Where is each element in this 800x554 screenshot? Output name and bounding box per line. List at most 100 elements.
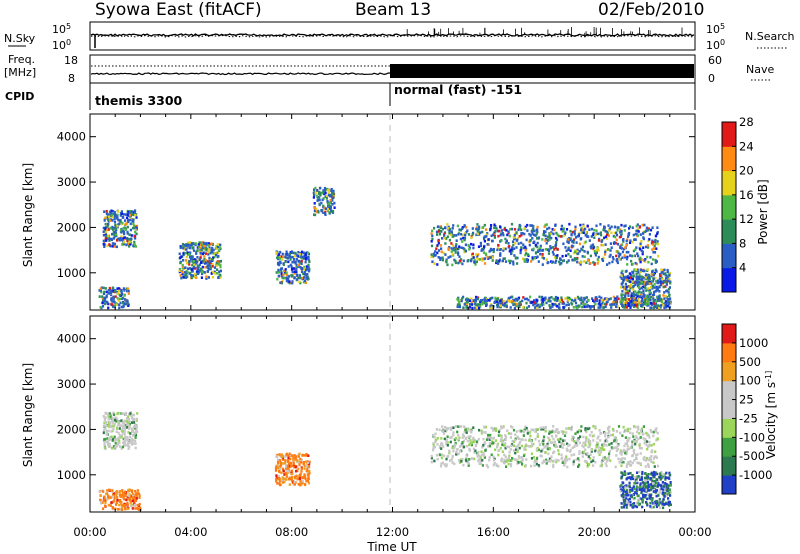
- echo-cell: [638, 301, 641, 305]
- echo-cell: [588, 427, 591, 430]
- echo-cell: [537, 439, 541, 443]
- echo-cell: [537, 464, 540, 467]
- echo-cell: [191, 255, 194, 258]
- echo-cell: [102, 242, 105, 246]
- echo-cell: [584, 448, 587, 452]
- echo-cell: [658, 491, 661, 494]
- echo-cell: [100, 286, 103, 289]
- echo-cell: [104, 427, 107, 430]
- echo-cell: [520, 246, 523, 249]
- echo-cell: [111, 213, 114, 217]
- echo-cell: [473, 451, 476, 454]
- echo-cell: [441, 237, 444, 240]
- echo-cell: [607, 427, 610, 430]
- echo-cell: [627, 498, 630, 502]
- echo-cell: [644, 273, 648, 276]
- echo-cell: [295, 263, 298, 267]
- echo-cell: [621, 494, 624, 498]
- echo-cell: [621, 250, 624, 254]
- echo-cell: [574, 298, 577, 302]
- echo-cell: [480, 299, 483, 302]
- echo-cell: [532, 224, 535, 228]
- echo-cell: [278, 263, 281, 267]
- echo-cell: [611, 427, 615, 431]
- echo-cell: [295, 474, 298, 478]
- echo-cell: [438, 232, 441, 236]
- echo-cell: [461, 436, 464, 439]
- echo-cell: [449, 436, 452, 439]
- echo-cell: [137, 504, 140, 507]
- echo-cell: [639, 462, 642, 465]
- echo-cell: [135, 424, 138, 427]
- echo-cell: [620, 450, 623, 454]
- echo-cell: [112, 500, 115, 503]
- echo-cell: [290, 464, 293, 468]
- echo-cell: [492, 427, 495, 430]
- echo-cell: [451, 446, 454, 450]
- echo-cell: [637, 271, 640, 274]
- echo-cell: [288, 254, 291, 258]
- echo-cell: [484, 449, 487, 452]
- echo-cell: [277, 268, 280, 272]
- echo-cell: [562, 242, 565, 246]
- echo-cell: [624, 289, 627, 293]
- echo-cell: [452, 248, 455, 252]
- echo-cell: [655, 280, 658, 283]
- echo-cell: [627, 472, 630, 475]
- echo-cell: [635, 435, 638, 438]
- echo-cell: [517, 455, 520, 458]
- echo-cell: [481, 300, 484, 304]
- echo-cell: [186, 251, 189, 254]
- echo-cell: [118, 306, 121, 310]
- echo-cell: [282, 458, 285, 461]
- echo-cell: [504, 241, 508, 244]
- echo-cell: [465, 454, 468, 457]
- echo-cell: [454, 436, 458, 440]
- echo-cell: [643, 269, 646, 273]
- echo-cell: [558, 440, 561, 444]
- echo-cell: [498, 259, 501, 263]
- echo-cell: [631, 461, 634, 465]
- echo-cell: [644, 472, 647, 475]
- echo-cell: [308, 471, 311, 475]
- echo-cell: [112, 445, 115, 448]
- echo-cell: [562, 430, 565, 434]
- echo-cell: [501, 232, 504, 235]
- echo-cell: [584, 240, 587, 244]
- echo-cell: [116, 224, 119, 228]
- echo-cell: [638, 277, 641, 281]
- echo-cell: [217, 254, 220, 258]
- echo-cell: [284, 461, 287, 465]
- echo-cell: [188, 255, 192, 259]
- echo-cell: [297, 483, 300, 486]
- echo-cell: [124, 507, 127, 511]
- echo-cell: [454, 438, 457, 442]
- echo-cell: [477, 253, 480, 256]
- echo-cell: [547, 460, 550, 463]
- echo-cell: [528, 439, 531, 442]
- echo-cell: [445, 260, 448, 264]
- echo-cell: [638, 287, 641, 291]
- echo-cell: [179, 256, 182, 259]
- echo-cell: [536, 306, 539, 309]
- echo-cell: [581, 305, 584, 309]
- echo-cell: [205, 241, 208, 245]
- echo-cell: [581, 245, 585, 249]
- echo-cell: [607, 455, 611, 458]
- echo-cell: [318, 186, 322, 190]
- echo-cell: [305, 265, 309, 268]
- echo-cell: [600, 431, 603, 435]
- echo-cell: [561, 254, 564, 258]
- echo-cell: [126, 239, 129, 242]
- echo-cell: [488, 456, 491, 459]
- echo-cell: [208, 248, 211, 251]
- echo-cell: [532, 300, 535, 304]
- echo-cell: [193, 275, 196, 279]
- echo-cell: [277, 274, 280, 278]
- echo-cell: [196, 246, 199, 249]
- echo-cell: [663, 503, 666, 506]
- echo-cell: [559, 258, 562, 262]
- echo-cell: [632, 493, 635, 496]
- echo-cell: [539, 246, 542, 250]
- echo-cell: [627, 447, 631, 451]
